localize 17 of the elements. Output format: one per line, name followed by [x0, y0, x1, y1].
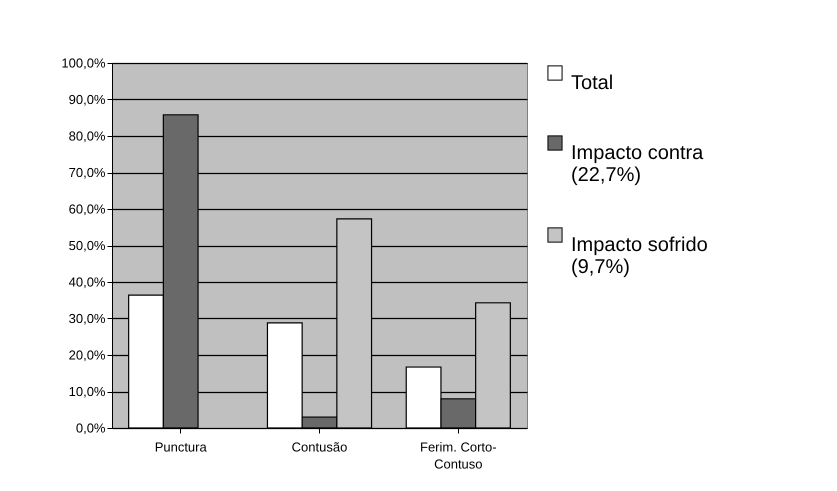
y-tick-label: 90,0%	[68, 92, 106, 107]
y-tick-label: 50,0%	[68, 238, 106, 253]
y-tick-label: 20,0%	[68, 348, 106, 362]
y-tick-label: 70,0%	[68, 165, 106, 180]
y-tick-label: 80,0%	[68, 128, 106, 144]
y-tick-label: 60,0%	[68, 202, 106, 216]
y-tick-label: 100,0%	[61, 56, 106, 70]
legend-label: Impacto sofrido (9,7%)	[571, 234, 708, 278]
y-tick-label: 10,0%	[68, 384, 106, 399]
x-tick-label: Contusão	[292, 440, 348, 454]
y-tick-label: 40,0%	[68, 274, 106, 290]
legend-label: Total	[571, 72, 614, 94]
y-tick-label: 0,0%	[76, 420, 106, 436]
x-tick-label: Ferim. Corto- Contuso	[420, 440, 497, 472]
legend-label: Impacto contra (22,7%)	[571, 142, 704, 186]
y-tick-label: 30,0%	[68, 311, 106, 326]
x-tick-label: Punctura	[154, 440, 208, 454]
